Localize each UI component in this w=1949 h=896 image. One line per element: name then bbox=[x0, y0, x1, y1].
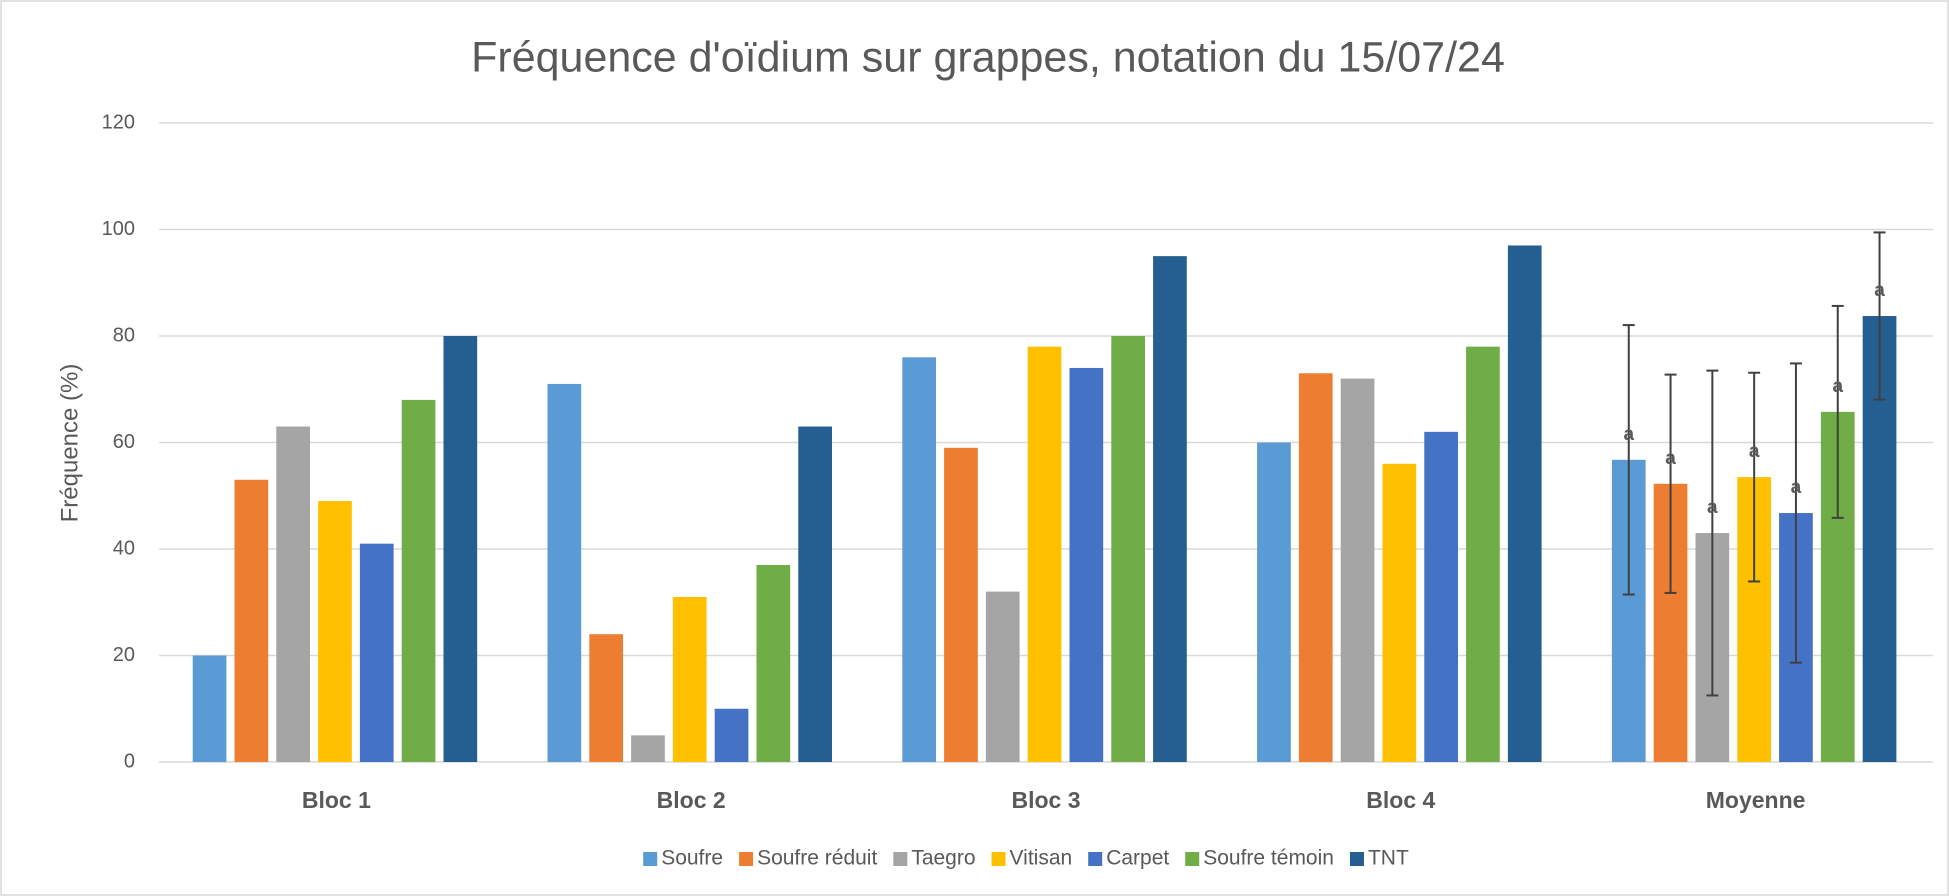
significance-label: a bbox=[1749, 441, 1760, 462]
bar bbox=[1027, 346, 1062, 762]
legend-label: Soufre réduit bbox=[757, 847, 877, 870]
x-tick-label: Bloc 4 bbox=[1366, 787, 1435, 813]
bar bbox=[443, 336, 478, 762]
legend-swatch bbox=[1088, 852, 1103, 866]
bar bbox=[192, 655, 227, 762]
legend-swatch bbox=[991, 852, 1006, 866]
bar bbox=[944, 447, 978, 762]
bar bbox=[902, 357, 937, 762]
bar bbox=[1069, 367, 1104, 762]
y-tick-label: 60 bbox=[113, 431, 135, 453]
y-tick-label: 20 bbox=[113, 644, 135, 666]
bar bbox=[798, 426, 832, 762]
bar bbox=[756, 564, 791, 762]
significance-label: a bbox=[1707, 497, 1718, 518]
bar bbox=[631, 735, 665, 762]
bar bbox=[1257, 442, 1291, 762]
significance-label: a bbox=[1665, 448, 1676, 469]
x-tick-label: Bloc 3 bbox=[1011, 787, 1080, 813]
chart-title: Fréquence d'oïdium sur grappes, notation… bbox=[471, 33, 1505, 81]
legend-swatch bbox=[643, 852, 658, 866]
bar bbox=[318, 501, 352, 762]
y-tick-label: 80 bbox=[113, 324, 135, 346]
legend-label: Soufre bbox=[661, 847, 723, 870]
bar bbox=[1424, 431, 1458, 762]
legend-label: TNT bbox=[1368, 847, 1409, 870]
x-tick-label: Moyenne bbox=[1706, 787, 1806, 813]
bar bbox=[1153, 256, 1187, 762]
significance-label: a bbox=[1874, 280, 1885, 301]
bar bbox=[672, 596, 707, 762]
bar bbox=[985, 591, 1020, 762]
legend-swatch bbox=[1185, 852, 1200, 866]
significance-label: a bbox=[1832, 376, 1843, 397]
bar bbox=[714, 708, 749, 762]
bar bbox=[589, 634, 624, 762]
y-axis-title: Fréquence (%) bbox=[56, 364, 83, 523]
legend-label: Vitisan bbox=[1010, 847, 1073, 870]
bar bbox=[359, 543, 394, 762]
bar bbox=[401, 399, 436, 762]
significance-label: a bbox=[1623, 424, 1634, 445]
legend-swatch bbox=[893, 852, 908, 866]
y-tick-label: 40 bbox=[113, 537, 135, 559]
x-tick-label: Bloc 2 bbox=[657, 787, 726, 813]
bar bbox=[276, 426, 311, 762]
bar bbox=[234, 479, 269, 762]
bar bbox=[547, 383, 582, 762]
significance-label: a bbox=[1791, 477, 1802, 498]
bar bbox=[1340, 378, 1375, 762]
x-tick-label: Bloc 1 bbox=[302, 787, 371, 813]
bar bbox=[1298, 373, 1333, 762]
bar bbox=[1507, 245, 1542, 763]
legend-swatch bbox=[739, 852, 754, 866]
y-tick-label: 0 bbox=[124, 750, 135, 772]
legend-label: Taegro bbox=[911, 847, 975, 870]
y-tick-label: 100 bbox=[102, 218, 135, 240]
legend-label: Soufre témoin bbox=[1203, 847, 1334, 870]
y-tick-label: 120 bbox=[102, 111, 135, 133]
legend-label: Carpet bbox=[1106, 847, 1169, 870]
bar bbox=[1382, 463, 1417, 762]
legend-swatch bbox=[1349, 852, 1364, 866]
bar bbox=[1111, 336, 1145, 762]
bar bbox=[1466, 346, 1500, 762]
